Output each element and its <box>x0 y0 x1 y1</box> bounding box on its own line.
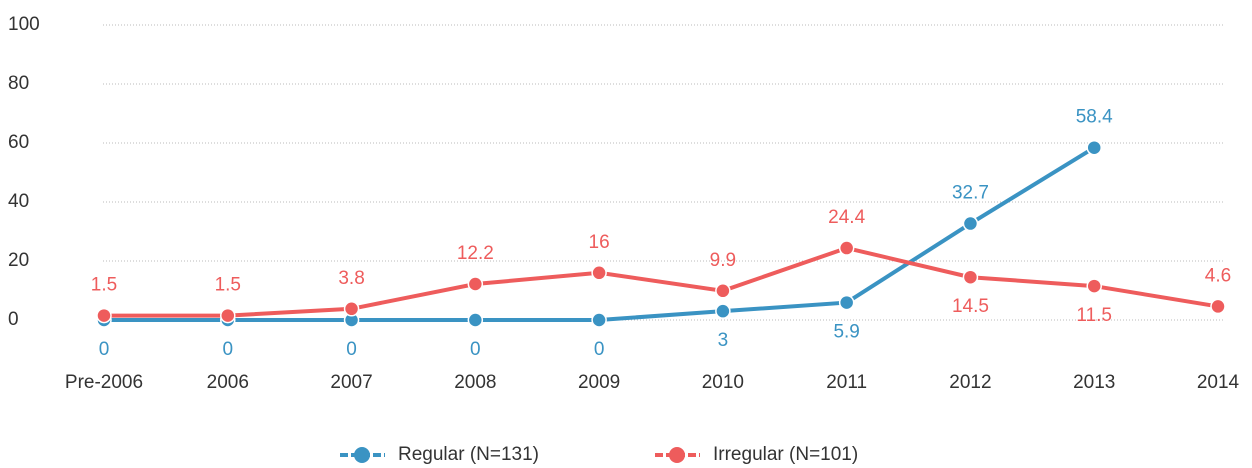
point <box>467 276 484 292</box>
y-tick-label: 0 <box>8 309 19 330</box>
x-tick-label: 2010 <box>702 372 744 393</box>
legend-marker <box>669 447 685 463</box>
data-label: 24.4 <box>828 207 865 228</box>
data-label: 0 <box>99 339 110 360</box>
data-label: 32.7 <box>952 183 989 204</box>
point <box>343 301 360 317</box>
point <box>1210 298 1226 315</box>
point <box>838 240 855 256</box>
point <box>962 215 979 232</box>
x-tick-label: 2013 <box>1073 372 1115 393</box>
y-tick-label: 20 <box>8 250 29 271</box>
point <box>220 307 236 324</box>
data-label: 1.5 <box>91 275 117 296</box>
point <box>715 283 731 299</box>
x-tick-label: 2014 <box>1197 372 1240 393</box>
y-tick-label: 80 <box>8 73 29 94</box>
point <box>962 269 979 285</box>
data-label: 0 <box>594 339 605 360</box>
data-label: 12.2 <box>457 243 494 264</box>
series-line <box>104 245 1219 318</box>
x-tick-label: 2012 <box>949 372 991 393</box>
data-label: 16 <box>589 232 610 253</box>
data-label: 14.5 <box>952 296 989 317</box>
y-tick-label: 100 <box>8 14 40 35</box>
data-label: 4.6 <box>1205 265 1231 286</box>
y-tick-label: 60 <box>8 132 29 153</box>
data-label: 0 <box>470 339 481 360</box>
data-label: 58.4 <box>1076 107 1113 128</box>
data-label: 5.9 <box>833 322 859 343</box>
legend-marker <box>354 447 370 463</box>
legend-label: Regular (N=131) <box>398 444 539 465</box>
x-tick-label: 2008 <box>454 372 496 393</box>
point <box>1086 278 1102 294</box>
point <box>96 307 112 324</box>
x-tick-label: Pre-2006 <box>65 372 143 393</box>
point <box>591 265 607 281</box>
point <box>715 303 731 319</box>
point <box>467 312 484 328</box>
data-label: 0 <box>346 339 357 360</box>
point <box>1086 139 1102 156</box>
data-label: 11.5 <box>1076 305 1112 326</box>
legend-label: Irregular (N=101) <box>713 444 858 465</box>
data-label: 3 <box>718 330 729 351</box>
point <box>591 312 607 328</box>
data-label: 0 <box>222 339 233 360</box>
x-tick-label: 2007 <box>330 372 372 393</box>
x-tick-label: 2011 <box>826 372 867 393</box>
x-tick-label: 2009 <box>578 372 620 393</box>
data-label: 1.5 <box>215 275 241 296</box>
data-label: 9.9 <box>710 250 736 271</box>
data-label: 3.8 <box>338 268 364 289</box>
point <box>838 294 855 311</box>
y-tick-label: 40 <box>8 191 29 212</box>
x-tick-label: 2006 <box>207 372 249 393</box>
